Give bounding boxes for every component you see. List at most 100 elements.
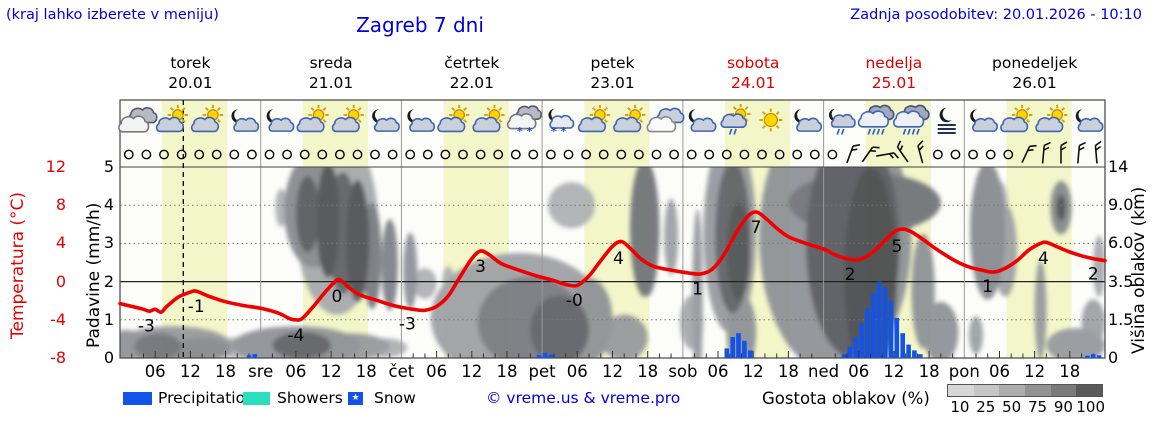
- svg-text:12: 12: [602, 362, 623, 381]
- svg-text:06: 06: [989, 362, 1010, 381]
- calm-wind-icon: [440, 149, 451, 160]
- day-header: nedelja 25.01: [865, 53, 922, 93]
- weather-icon-sun-cloud: [190, 104, 224, 133]
- svg-text:-4: -4: [287, 326, 304, 346]
- svg-text:18: 18: [356, 362, 377, 381]
- svg-text:06: 06: [848, 362, 869, 381]
- page-title: Zagreb 7 dni: [356, 13, 484, 37]
- weather-icon-cloud-rain: [893, 104, 930, 135]
- time-axis-labels: 06 12 18 sre 06 12 18 čet 06 12 18 pet 06 12 18 sob 06 12…: [145, 362, 1081, 381]
- calm-wind-icon: [475, 149, 486, 160]
- svg-text:-3: -3: [399, 314, 416, 334]
- copyright-link[interactable]: © vreme.us & vreme.pro: [486, 389, 681, 407]
- precipitation-tick: 1: [103, 310, 114, 329]
- weather-icon-moon-cloud: [1075, 109, 1104, 132]
- cloud-density-gradient-labels: 10 25 50 75 90 100: [947, 398, 1105, 416]
- day-date: 24.01: [731, 74, 776, 92]
- svg-text:12: 12: [743, 362, 764, 381]
- calm-wind-icon: [581, 149, 591, 160]
- day-date: 25.01: [871, 74, 917, 92]
- day-name: sreda: [309, 54, 353, 72]
- svg-text:06: 06: [285, 362, 306, 381]
- svg-text:4: 4: [613, 249, 624, 269]
- calm-wind-icon: [370, 149, 380, 160]
- day-date: 21.01: [308, 74, 354, 92]
- calm-wind-icon: [264, 149, 275, 160]
- calm-wind-icon: [422, 149, 433, 160]
- wind-barb-icon: [846, 144, 861, 164]
- calm-wind-icon: [159, 149, 169, 160]
- cloud-height-tick: 3.5: [1108, 272, 1134, 291]
- temperature-tick: 0: [55, 272, 66, 291]
- temperature-line: [118, 210, 1107, 322]
- svg-text:06: 06: [708, 362, 729, 381]
- calm-wind-icon: [387, 149, 398, 160]
- weather-icon-moon-cloud: [794, 109, 823, 132]
- cloud-density-step: [1025, 385, 1051, 396]
- calm-wind-icon: [493, 149, 504, 160]
- location-hint: (kraj lahko izberete v meniju): [6, 7, 219, 23]
- cloud-height-tick: 0: [1108, 348, 1119, 367]
- cloud-density-step: [948, 385, 974, 396]
- calm-wind-icon: [968, 149, 978, 160]
- wind-barb-icon: [876, 152, 900, 159]
- temperature-tick: -8: [50, 348, 66, 367]
- svg-text:12: 12: [321, 362, 342, 381]
- svg-text:3: 3: [475, 257, 486, 277]
- wind-barb-icon: [1021, 144, 1037, 163]
- svg-text:06: 06: [145, 362, 166, 381]
- precipitation-bars: [246, 281, 1102, 358]
- showers-legend-label: Showers: [277, 389, 343, 407]
- weather-icon-cloud-rain: [857, 104, 895, 135]
- weather-icon-sun-cloud: [472, 104, 505, 133]
- calm-wind-icon: [651, 149, 662, 160]
- calm-wind-icon: [194, 149, 205, 160]
- weather-icon-sun: [759, 108, 783, 132]
- svg-text:pet: pet: [529, 362, 557, 381]
- wind-barb-icon: [917, 140, 924, 164]
- day-date: 26.01: [1012, 74, 1057, 92]
- calm-wind-icon: [405, 149, 416, 160]
- svg-text:0: 0: [331, 287, 342, 307]
- calm-wind-icon: [827, 149, 838, 160]
- last-update-label: Zadnja posodobitev: 20.01.2026 - 10:10: [850, 7, 1142, 23]
- temperature-labels: -3 -1 -4 0 -3 3 -0 4 1 7 2 5 1 4 2: [138, 218, 1099, 346]
- cloud-density-step: [973, 385, 1000, 396]
- svg-text:čet: čet: [389, 362, 415, 381]
- temperature-tick: 12: [45, 157, 66, 176]
- calm-wind-icon: [757, 149, 767, 160]
- wind-barb-icon: [1077, 141, 1087, 164]
- wind-barb-icon: [1094, 140, 1102, 164]
- time-axis-ticks: [131, 351, 1094, 358]
- svg-text:ned: ned: [808, 362, 839, 381]
- wind-row: [123, 140, 1102, 164]
- calm-wind-icon: [704, 149, 715, 160]
- wind-barb-icon: [1060, 141, 1068, 164]
- svg-text:06: 06: [567, 362, 588, 381]
- weather-icon-sun-cloud: [296, 104, 329, 133]
- calm-wind-icon: [352, 149, 363, 160]
- precipitation-legend-label: Precipitation: [158, 389, 255, 407]
- cloud-density-step: [1076, 385, 1103, 396]
- calm-wind-icon: [510, 149, 521, 160]
- svg-text:18: 18: [215, 362, 236, 381]
- svg-text:pon: pon: [949, 362, 980, 381]
- svg-text:7: 7: [751, 218, 762, 238]
- day-header: petek 23.01: [590, 53, 634, 93]
- precipitation-swatch: [123, 392, 152, 405]
- cloud-height-tick: 9.0: [1108, 195, 1134, 214]
- calm-wind-icon: [774, 149, 785, 160]
- calm-wind-icon: [616, 149, 627, 160]
- calm-wind-icon: [176, 149, 187, 160]
- weather-icon-sun-cloud: [1000, 104, 1033, 133]
- weather-icon-sun-cloud-rain: [720, 104, 751, 135]
- svg-text:sob: sob: [668, 362, 697, 381]
- svg-text:18: 18: [919, 362, 940, 381]
- calm-wind-icon: [933, 149, 943, 160]
- precipitation-tick: 4: [103, 195, 114, 214]
- calm-wind-icon: [739, 149, 750, 160]
- temperature-tick: 8: [55, 195, 66, 214]
- svg-text:18: 18: [778, 362, 799, 381]
- wind-barb-icon: [896, 140, 909, 163]
- weather-icon-sun-cloud: [577, 104, 611, 133]
